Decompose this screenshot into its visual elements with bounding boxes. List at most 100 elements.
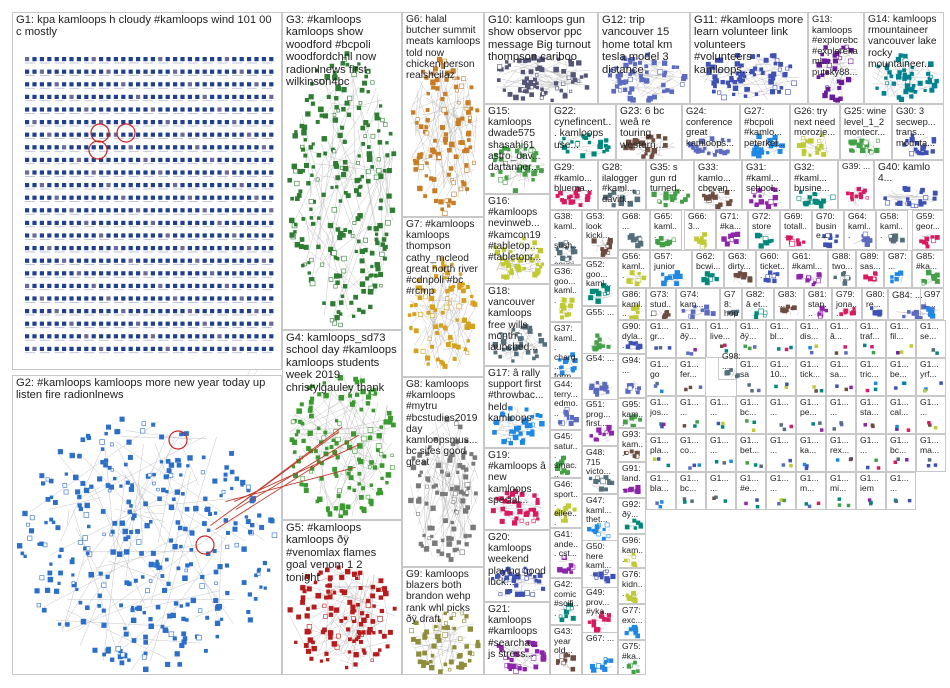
group-label-g72: G72: store (752, 211, 774, 231)
node (210, 120, 215, 125)
node (202, 157, 207, 162)
edge (855, 146, 857, 153)
node (789, 241, 795, 247)
node (200, 574, 205, 580)
node (151, 422, 156, 427)
node (372, 652, 378, 657)
node (920, 145, 926, 152)
node (469, 85, 474, 90)
edge (763, 67, 793, 96)
node (76, 296, 81, 301)
node (457, 101, 461, 105)
node (891, 81, 896, 86)
node (179, 473, 183, 477)
node (378, 206, 383, 211)
node (39, 233, 44, 238)
node (365, 169, 371, 175)
node (181, 492, 185, 496)
node (76, 57, 81, 62)
node (47, 296, 52, 301)
node (62, 132, 67, 137)
node (160, 574, 165, 578)
node (143, 69, 148, 74)
group-label-g73: G73: stud... (650, 289, 672, 319)
node (39, 346, 44, 351)
node (800, 142, 807, 148)
node (69, 170, 74, 175)
node (25, 321, 30, 326)
node (629, 86, 635, 92)
edge (538, 427, 544, 431)
node (128, 82, 133, 87)
node (429, 660, 433, 664)
node (91, 220, 96, 225)
node (807, 195, 812, 200)
node (366, 145, 371, 149)
node (328, 277, 334, 282)
group-panel-g55: G55: ... (582, 306, 618, 354)
node (525, 510, 530, 515)
node (217, 233, 222, 238)
node (306, 181, 311, 186)
node (315, 455, 320, 460)
group-panel-g49: G49: prov... #yka... (582, 586, 618, 634)
node (915, 149, 920, 154)
node (805, 139, 809, 143)
node (187, 271, 192, 276)
node (599, 478, 606, 485)
node (259, 585, 263, 589)
node (141, 421, 147, 426)
group-label-g37: G37: kaml... charg... form... (554, 323, 579, 378)
node (76, 183, 81, 188)
node (322, 113, 329, 119)
group-panel-g73: G73: stud... (646, 288, 676, 320)
node (136, 170, 141, 175)
node (348, 475, 354, 481)
node (91, 258, 96, 263)
node (166, 581, 171, 586)
node (143, 283, 148, 288)
node (356, 161, 360, 165)
node (777, 67, 782, 72)
node (210, 170, 215, 175)
group-panel-g27: G27: #bcpoli #kamlo... peterkel... (740, 104, 790, 160)
node (375, 448, 380, 453)
node (718, 148, 723, 153)
node (224, 145, 229, 150)
node (817, 139, 822, 144)
node (173, 208, 178, 213)
node (425, 355, 431, 361)
node (332, 149, 337, 154)
node (84, 120, 89, 125)
node (136, 183, 141, 188)
node (361, 630, 366, 635)
node (844, 44, 849, 49)
node (145, 588, 150, 594)
node (215, 634, 219, 639)
node (303, 153, 308, 158)
node (594, 345, 600, 351)
node (325, 446, 329, 451)
node (247, 208, 252, 213)
node (217, 220, 222, 225)
group-label-g68: G68: ... (622, 211, 644, 231)
node (343, 228, 348, 232)
node (733, 239, 739, 244)
group-label-g31: G31: #kaml... school... (746, 161, 782, 194)
node (520, 69, 526, 75)
node (53, 588, 60, 594)
node (232, 94, 237, 99)
node (180, 296, 185, 301)
node (319, 113, 324, 118)
node (864, 241, 870, 247)
node (449, 141, 455, 148)
node (214, 581, 218, 585)
node (48, 478, 54, 484)
node (62, 183, 67, 188)
node (150, 283, 155, 288)
node (821, 151, 827, 157)
node (861, 238, 865, 242)
group-label-g39: G39: ... (842, 161, 871, 171)
node (39, 208, 44, 213)
node (290, 419, 296, 425)
